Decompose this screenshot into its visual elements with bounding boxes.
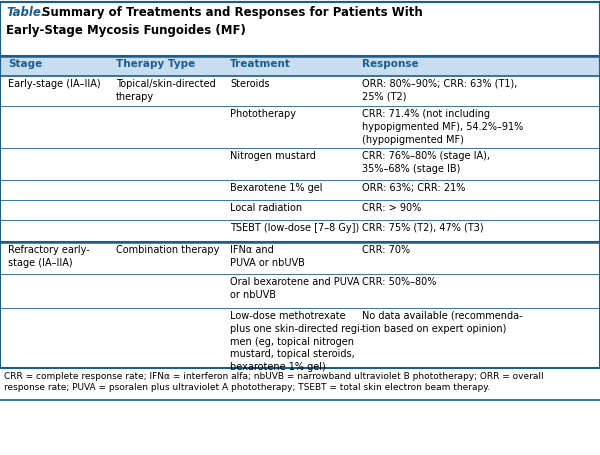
Text: Local radiation: Local radiation	[230, 203, 302, 213]
Text: Early-Stage Mycosis Fungoides (MF): Early-Stage Mycosis Fungoides (MF)	[6, 24, 246, 37]
Text: Steroids: Steroids	[230, 79, 269, 89]
Text: CRR: 70%: CRR: 70%	[362, 245, 410, 255]
Text: Table.: Table.	[6, 6, 46, 19]
Text: IFNα and
PUVA or nbUVB: IFNα and PUVA or nbUVB	[230, 245, 305, 268]
Text: Early-stage (IA–IIA): Early-stage (IA–IIA)	[8, 79, 101, 89]
Text: ORR: 80%–90%; CRR: 63% (T1),
25% (T2): ORR: 80%–90%; CRR: 63% (T1), 25% (T2)	[362, 79, 517, 102]
Text: CRR: 76%–80% (stage IA),
35%–68% (stage IB): CRR: 76%–80% (stage IA), 35%–68% (stage …	[362, 151, 490, 174]
Text: TSEBT (low-dose [7–8 Gy]): TSEBT (low-dose [7–8 Gy])	[230, 223, 359, 233]
Text: Combination therapy: Combination therapy	[116, 245, 220, 255]
Text: Nitrogen mustard: Nitrogen mustard	[230, 151, 316, 161]
Text: CRR: 50%–80%: CRR: 50%–80%	[362, 277, 436, 287]
Bar	[0, 56, 600, 76]
Text: Phototherapy: Phototherapy	[230, 109, 296, 119]
Text: Low-dose methotrexate
plus one skin-directed regi-
men (eg, topical nitrogen
mus: Low-dose methotrexate plus one skin-dire…	[230, 311, 363, 372]
Text: Summary of Treatments and Responses for Patients With: Summary of Treatments and Responses for …	[42, 6, 423, 19]
Text: ORR: 63%; CRR: 21%: ORR: 63%; CRR: 21%	[362, 183, 466, 193]
Text: CRR: 71.4% (not including
hypopigmented MF), 54.2%–91%
(hypopigmented MF): CRR: 71.4% (not including hypopigmented …	[362, 109, 523, 145]
Bar	[0, 2, 600, 56]
Text: Refractory early-
stage (IA–IIA): Refractory early- stage (IA–IIA)	[8, 245, 90, 268]
Text: Stage: Stage	[8, 59, 42, 69]
Text: Treatment: Treatment	[230, 59, 291, 69]
Text: Bexarotene 1% gel: Bexarotene 1% gel	[230, 183, 323, 193]
Text: CRR: 75% (T2), 47% (T3): CRR: 75% (T2), 47% (T3)	[362, 223, 484, 233]
Text: Oral bexarotene and PUVA
or nbUVB: Oral bexarotene and PUVA or nbUVB	[230, 277, 359, 300]
Bar	[0, 2, 600, 368]
Text: Topical/skin-directed
therapy: Topical/skin-directed therapy	[116, 79, 216, 102]
Text: Therapy Type: Therapy Type	[116, 59, 195, 69]
Text: Response: Response	[362, 59, 419, 69]
Text: No data available (recommenda-
tion based on expert opinion): No data available (recommenda- tion base…	[362, 311, 523, 334]
Text: CRR: > 90%: CRR: > 90%	[362, 203, 421, 213]
Text: CRR = complete response rate; IFNα = interferon alfa; nbUVB = narrowband ultravi: CRR = complete response rate; IFNα = int…	[4, 372, 544, 393]
